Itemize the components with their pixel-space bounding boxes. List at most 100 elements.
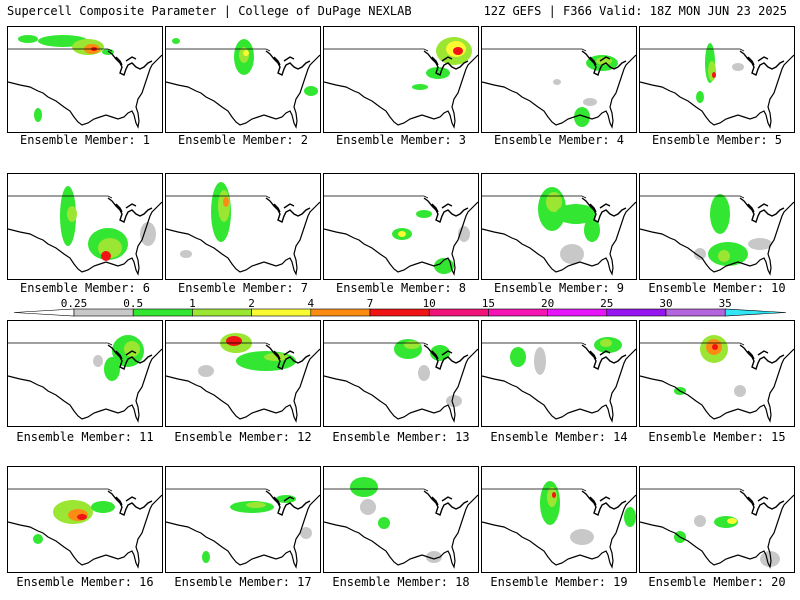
scp-contour [180, 250, 192, 258]
boundary-line [8, 48, 113, 52]
boundary-line [8, 54, 162, 129]
boundary-line [640, 348, 794, 423]
scp-contour [67, 206, 77, 222]
member-caption: Ensemble Member: 16 [16, 575, 154, 589]
ensemble-map-15 [639, 320, 795, 427]
scp-contour [416, 210, 432, 218]
scp-contour [453, 47, 463, 55]
scp-contour [560, 244, 584, 264]
map-canvas [8, 488, 162, 569]
scp-contour [553, 79, 561, 85]
boundary-line [324, 494, 478, 569]
scp-contour [574, 107, 590, 127]
boundary-line [640, 54, 794, 129]
ensemble-map-5 [639, 26, 795, 133]
boundary-line [640, 494, 794, 569]
scp-contour [226, 336, 242, 346]
ensemble-map-1 [7, 26, 163, 133]
ensemble-map-7 [165, 173, 321, 280]
scp-contour [91, 501, 115, 513]
colorbar-tick-label: 25 [600, 297, 614, 310]
scp-contour [570, 529, 594, 545]
boundary-line [739, 344, 785, 370]
ensemble-map-10 [639, 173, 795, 280]
scp-contour [732, 63, 744, 71]
member-caption: Ensemble Member: 20 [648, 575, 786, 589]
colorbar-segment [251, 308, 312, 317]
member-caption: Ensemble Member: 12 [174, 430, 312, 444]
member-caption: Ensemble Member: 11 [16, 430, 154, 444]
scp-contour [600, 339, 612, 347]
map-canvas [640, 335, 794, 423]
boundary-line [640, 201, 794, 276]
ensemble-map-4 [481, 26, 637, 133]
scp-contour [583, 98, 597, 106]
colorbar-tick-label: 1 [189, 297, 196, 310]
boundary-line [739, 490, 785, 516]
boundary-line [265, 490, 311, 516]
map-canvas [324, 195, 478, 276]
header-title: Supercell Composite Parameter | College … [7, 4, 412, 18]
member-caption: Ensemble Member: 18 [332, 575, 470, 589]
boundary-line [166, 48, 271, 52]
scp-contour [264, 353, 288, 361]
boundary-line [166, 348, 320, 423]
scp-contour [510, 347, 526, 367]
colorbar-tick-label: 20 [540, 297, 555, 310]
boundary-line [482, 488, 587, 492]
ensemble-map-20 [639, 466, 795, 573]
member-caption: Ensemble Member: 13 [332, 430, 470, 444]
map-canvas [482, 481, 636, 569]
scp-contour [734, 385, 746, 397]
boundary-line [8, 342, 113, 346]
boundary-line [324, 201, 478, 276]
colorbar-right-arrow [724, 308, 787, 317]
colorbar-segment [488, 308, 548, 317]
scp-contour [218, 190, 230, 222]
ensemble-map-12 [165, 320, 321, 427]
colorbar-segment [132, 308, 193, 317]
scp-contour [350, 477, 378, 497]
scp-contour [104, 357, 120, 381]
colorbar-left-arrow [13, 308, 75, 317]
boundary-line [324, 348, 478, 423]
colorbar-tick-label: 0.5 [123, 297, 144, 310]
map-canvas [8, 35, 162, 129]
boundary-line [482, 201, 636, 276]
scp-contour [398, 231, 406, 237]
scp-contour [696, 91, 704, 103]
map-canvas [8, 186, 162, 276]
scp-contour [708, 61, 716, 81]
scp-contour [198, 365, 214, 377]
scp-contour [223, 197, 229, 207]
map-canvas [640, 43, 794, 129]
scp-contour [710, 194, 730, 234]
colorbar-segment [428, 308, 489, 317]
boundary-line [107, 344, 153, 370]
boundary-line [8, 488, 113, 492]
map-canvas [640, 194, 794, 276]
boundary-line [324, 342, 429, 346]
map-canvas [166, 182, 320, 276]
scp-contour [547, 487, 557, 507]
scp-contour [552, 492, 556, 498]
boundary-line [640, 195, 745, 199]
colorbar-tick-label: 0.25 [60, 297, 88, 310]
scp-contour [712, 344, 718, 350]
boundary-line [324, 195, 429, 199]
ensemble-map-14 [481, 320, 637, 427]
boundary-line [482, 348, 636, 423]
boundary-line [265, 50, 311, 76]
scp-contour [202, 551, 210, 563]
scp-contour [34, 108, 42, 122]
scp-contour [236, 351, 296, 371]
scp-contour [243, 50, 249, 56]
map-canvas [324, 477, 478, 569]
member-caption: Ensemble Member: 15 [648, 430, 786, 444]
boundary-line [640, 488, 745, 492]
boundary-line [581, 490, 627, 516]
map-canvas [8, 335, 162, 423]
scp-contour [33, 534, 43, 544]
header-valid-time: 12Z GEFS | F366 Valid: 18Z MON JUN 23 20… [483, 4, 787, 18]
boundary-line [640, 342, 745, 346]
